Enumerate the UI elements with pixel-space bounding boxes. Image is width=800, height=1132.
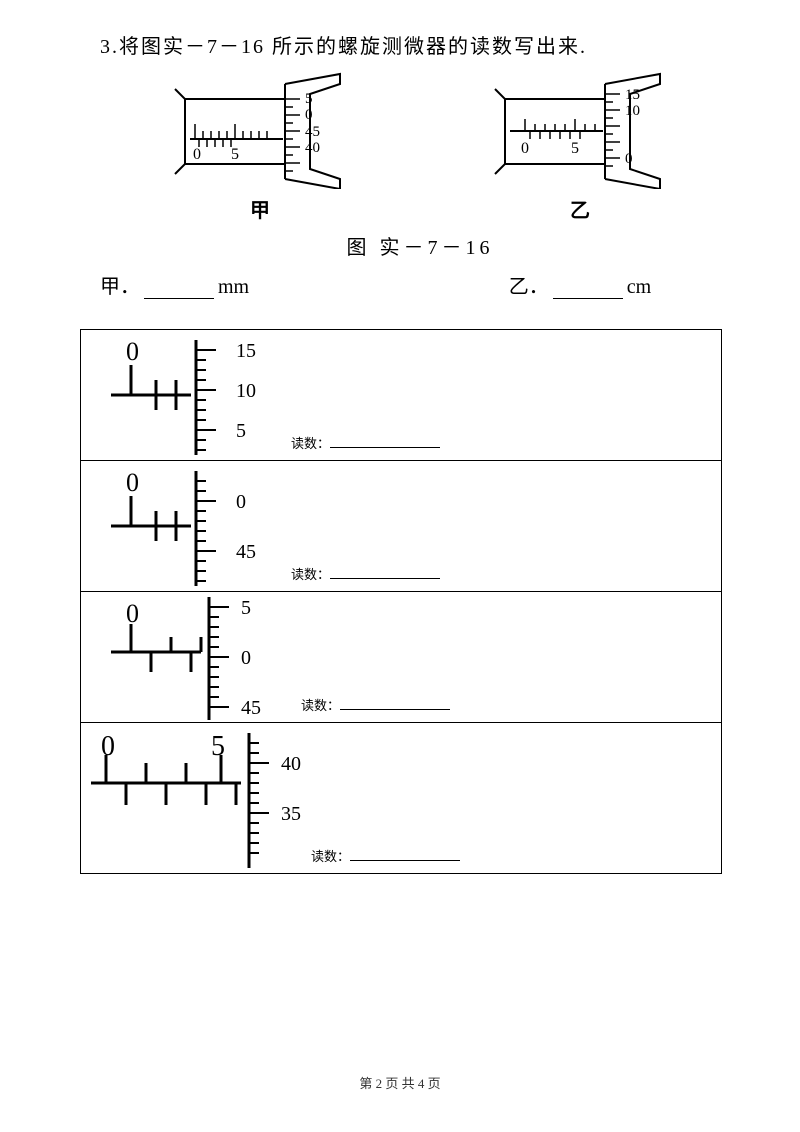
r1-th-10: 10 [236,380,256,402]
jia-th-5: 5 [305,91,313,107]
r3-th-0: 0 [241,647,251,669]
answer-row: 甲． mm 乙． cm [100,270,740,299]
r3-reading: 读数： [301,695,450,714]
r4-main-5: 5 [211,731,225,762]
r4-reading-text: 读数： [311,849,350,864]
ans-yi-unit: cm [627,276,651,299]
r2-reading: 读数： [291,564,440,583]
r2-reading-text: 读数： [291,567,330,582]
answer-yi: 乙． cm [420,270,740,299]
page-footer: 第 2 页 共 4 页 [0,1073,800,1092]
top-figures: 0 5 5 0 45 40 [100,69,740,189]
ans-jia-unit: mm [218,276,249,299]
question-number: 3. [100,36,119,58]
yi-th-10: 10 [625,103,640,119]
yi-th-0: 0 [625,151,633,167]
ans-jia-prefix: 甲． [100,270,140,299]
r4-th-35: 35 [281,803,301,825]
jia-main-0: 0 [193,146,201,163]
r4-th-40: 40 [281,753,301,775]
table-row: 0 [81,592,721,723]
r3-th-5: 5 [241,597,251,619]
ans-yi-prefix: 乙． [509,270,549,299]
r3-th-45: 45 [241,697,261,719]
jia-th-45: 45 [305,124,320,140]
ans-yi-blank[interactable] [553,280,623,299]
table-row: 0 5 [81,723,721,873]
table-row: 0 [81,461,721,592]
ans-jia-blank[interactable] [144,280,214,299]
yi-th-15: 15 [625,87,640,103]
r4-reading-blank[interactable] [350,848,460,861]
jia-main-5: 5 [231,146,239,163]
answer-jia: 甲． mm [100,270,420,299]
r2-th-0: 0 [236,491,246,513]
question-body: 将图实－7－16 所示的螺旋测微器的读数写出来. [119,36,587,58]
figure-jia: 0 5 5 0 45 40 [165,69,355,189]
yi-main-5: 5 [571,140,579,157]
r3-reading-text: 读数： [301,698,340,713]
r3-main-0: 0 [126,599,139,628]
jia-th-40: 40 [305,140,320,156]
jia-th-0: 0 [305,107,313,123]
r1-reading: 读数： [291,433,440,452]
r1-main-0: 0 [126,337,139,366]
r3-reading-blank[interactable] [340,697,450,710]
r2-main-0: 0 [126,468,139,497]
label-yi: 乙 [570,194,590,223]
r2-th-45: 45 [236,541,256,563]
r4-main-0: 0 [101,731,115,762]
label-jia: 甲 [250,194,270,223]
figure-label-row: 甲 乙 [100,194,740,223]
yi-main-0: 0 [521,140,529,157]
r1-th-5: 5 [236,420,246,442]
r1-reading-blank[interactable] [330,435,440,448]
r2-reading-blank[interactable] [330,566,440,579]
question-text: 3.将图实－7－16 所示的螺旋测微器的读数写出来. [100,30,740,59]
figure-caption: 图 实－7－16 [100,231,740,260]
figure-yi: 0 5 15 10 0 [485,69,675,189]
r4-reading: 读数： [311,846,460,865]
table-row: 0 [81,330,721,461]
r1-th-15: 15 [236,340,256,362]
r1-reading-text: 读数： [291,436,330,451]
practice-table: 0 [80,329,722,874]
